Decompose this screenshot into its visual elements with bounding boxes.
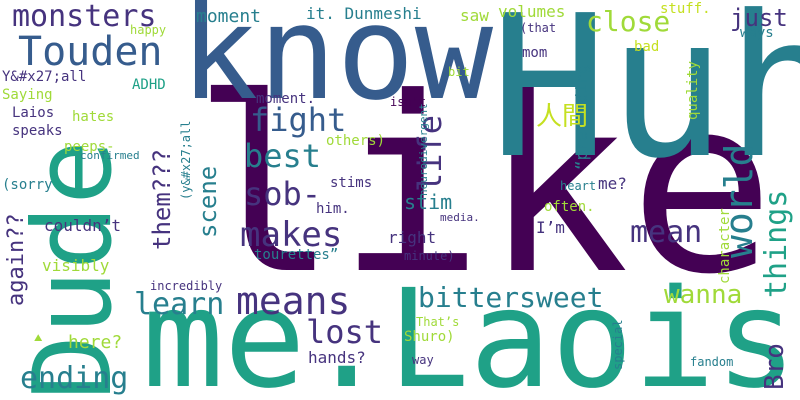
word-here: here? bbox=[68, 332, 123, 353]
word-laios: Laios bbox=[12, 105, 55, 121]
word-like: like bbox=[192, 46, 775, 328]
word-ways: ways bbox=[740, 25, 774, 41]
word-scene: scene bbox=[194, 165, 222, 238]
word-know: know bbox=[180, 0, 494, 129]
word-means: means bbox=[236, 279, 351, 323]
word-bittersweet: bittersweet bbox=[418, 281, 604, 314]
word-learn: learn bbox=[134, 287, 225, 322]
word-huh: Huh bbox=[490, 0, 800, 202]
word-tourettes: tourettes” bbox=[254, 247, 339, 263]
word-couldnt: couldn’t bbox=[44, 216, 122, 235]
word-confirmed: confirmed bbox=[80, 149, 140, 162]
word-special: special bbox=[611, 319, 625, 370]
word-monsters: monsters bbox=[12, 0, 157, 34]
word-stims: stims bbox=[330, 175, 373, 191]
word-im: I’m bbox=[536, 218, 565, 237]
word-quality: quality bbox=[685, 60, 701, 120]
word-sorry: (sorry bbox=[2, 177, 53, 193]
word-moment-dot: moment. bbox=[256, 91, 316, 107]
word-saying: Saying bbox=[2, 87, 53, 103]
word-peeps: peeps- bbox=[64, 139, 115, 155]
word-yall-2: (y&#x27;all bbox=[179, 120, 193, 200]
word-him: him. bbox=[316, 201, 350, 217]
word-that: (that bbox=[520, 21, 557, 35]
word-thats: That’s bbox=[416, 315, 460, 329]
word-speaks: speaks bbox=[12, 123, 63, 139]
word-small-glyph: ⛰ bbox=[34, 333, 43, 344]
word-character: character bbox=[717, 208, 733, 284]
word-lost: lost bbox=[306, 313, 384, 351]
word-happy: happy bbox=[130, 23, 167, 37]
word-me-laois: me.Laois bbox=[142, 261, 798, 400]
word-stuff: stuff. bbox=[660, 1, 711, 17]
word-visibly: visibly bbox=[42, 256, 110, 275]
word-volumes: volumes bbox=[498, 2, 566, 21]
word-best: best bbox=[244, 137, 322, 175]
word-fight: fight bbox=[250, 101, 347, 139]
word-right: right bbox=[388, 228, 437, 247]
word-shuro: Shuro) bbox=[404, 329, 455, 345]
word-others: others) bbox=[326, 133, 386, 149]
word-saw: saw bbox=[460, 6, 489, 25]
word-fandom: fandom bbox=[690, 355, 734, 369]
word-ending: ending bbox=[20, 361, 129, 396]
word-way: way bbox=[412, 353, 434, 367]
word-things: things bbox=[759, 189, 794, 298]
word-neurodivergent: neurodivergent bbox=[417, 103, 430, 196]
word-just: just bbox=[730, 4, 788, 32]
word-sob: sob- bbox=[244, 175, 322, 213]
word-yall-1: Y&#x27;all bbox=[2, 69, 87, 85]
word-touden: Touden bbox=[18, 29, 163, 75]
word-minute: minute) bbox=[404, 249, 455, 263]
word-them: them??? bbox=[148, 148, 176, 250]
word-cjk: 人間 bbox=[536, 102, 589, 132]
word-bit: bit bbox=[448, 65, 470, 79]
word-bad: bad bbox=[634, 39, 660, 55]
word-close: close bbox=[586, 5, 671, 38]
word-it-dunmeshi: it. Dunmeshi bbox=[306, 4, 422, 23]
word-again: again?? bbox=[4, 213, 29, 306]
word-incredibly: incredibly bbox=[150, 279, 223, 293]
word-bro: Bro bbox=[760, 343, 790, 390]
word-hates: hates bbox=[72, 109, 115, 125]
word-heart: heart bbox=[560, 179, 597, 193]
word-often: often. bbox=[544, 199, 595, 215]
word-me-q: me? bbox=[598, 174, 627, 193]
word-moment: moment bbox=[196, 6, 262, 27]
word-isnt: isn’t bbox=[390, 95, 427, 109]
word-stim: stim bbox=[404, 190, 453, 214]
word-hands: hands? bbox=[308, 348, 366, 367]
word-makes: makes bbox=[240, 215, 343, 255]
word-adhd: ADHD bbox=[132, 77, 166, 93]
word-mom: mom bbox=[522, 45, 548, 61]
word-wanna: wanna bbox=[664, 280, 743, 310]
word-mean: mean bbox=[630, 215, 703, 250]
word-media: media. bbox=[440, 211, 480, 224]
